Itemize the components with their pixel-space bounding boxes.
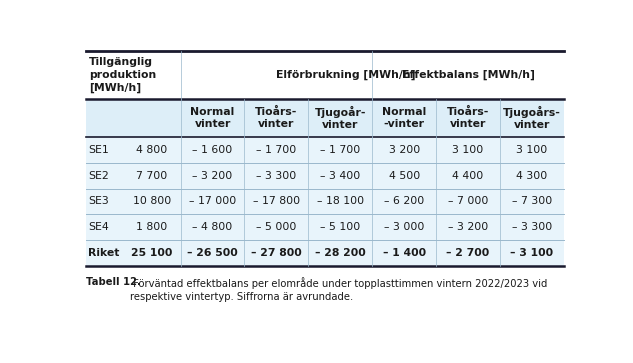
Text: – 26 500: – 26 500 [187,248,238,258]
Bar [87,189,564,214]
Text: – 3 300: – 3 300 [256,171,296,181]
Text: – 17 000: – 17 000 [189,196,236,207]
Text: SE1: SE1 [89,145,110,155]
Text: SE2: SE2 [89,171,110,181]
Text: 3 200: 3 200 [389,145,420,155]
Bar [87,50,564,99]
Text: – 1 700: – 1 700 [320,145,360,155]
Text: Normal
-vinter: Normal -vinter [382,107,426,129]
Text: – 4 800: – 4 800 [192,222,233,232]
Text: Tillgänglig
produktion
[MWh/h]: Tillgänglig produktion [MWh/h] [89,57,156,93]
Text: – 3 100: – 3 100 [510,248,553,258]
Text: – 3 200: – 3 200 [448,222,488,232]
Text: – 17 800: – 17 800 [253,196,300,207]
Text: – 27 800: – 27 800 [251,248,302,258]
Text: SE4: SE4 [89,222,110,232]
Text: Tabell 12.: Tabell 12. [87,277,141,287]
Bar [87,99,564,137]
Text: – 18 100: – 18 100 [316,196,364,207]
Bar [87,240,564,266]
Text: 10 800: 10 800 [133,196,171,207]
Bar [87,163,564,189]
Text: – 1 600: – 1 600 [192,145,233,155]
Text: – 3 200: – 3 200 [192,171,233,181]
Text: – 28 200: – 28 200 [315,248,366,258]
Text: – 7 300: – 7 300 [511,196,552,207]
Text: Tioårs-
vinter: Tioårs- vinter [447,107,489,129]
Text: Riket: Riket [89,248,120,258]
Text: Förväntad effektbalans per elområde under topplasttimmen vintern 2022/2023 vid
r: Förväntad effektbalans per elområde unde… [130,277,547,302]
Text: 4 300: 4 300 [517,171,548,181]
Text: – 3 400: – 3 400 [320,171,360,181]
Text: – 7 000: – 7 000 [448,196,488,207]
Bar [87,137,564,163]
Text: 3 100: 3 100 [453,145,484,155]
Text: 4 400: 4 400 [453,171,484,181]
Bar [87,214,564,240]
Text: – 3 300: – 3 300 [511,222,552,232]
Text: – 1 700: – 1 700 [256,145,296,155]
Text: Effektbalans [MWh/h]: Effektbalans [MWh/h] [401,70,534,80]
Text: – 5 000: – 5 000 [256,222,297,232]
Text: – 6 200: – 6 200 [384,196,424,207]
Text: 25 100: 25 100 [131,248,173,258]
Text: SE3: SE3 [89,196,110,207]
Text: Tjugoårs-
vinter: Tjugoårs- vinter [503,106,561,130]
Text: 7 700: 7 700 [136,171,168,181]
Text: 3 100: 3 100 [517,145,548,155]
Text: – 1 400: – 1 400 [382,248,426,258]
Text: Tioårs-
vinter: Tioårs- vinter [255,107,298,129]
Text: – 2 700: – 2 700 [446,248,490,258]
Text: – 3 000: – 3 000 [384,222,424,232]
Text: – 5 100: – 5 100 [320,222,360,232]
Text: 4 500: 4 500 [389,171,420,181]
Text: Normal
vinter: Normal vinter [191,107,235,129]
Text: Tjugoår-
vinter: Tjugoår- vinter [315,106,366,130]
Text: 1 800: 1 800 [136,222,168,232]
Text: Elförbrukning [MWh/h]: Elförbrukning [MWh/h] [277,70,416,80]
Text: 4 800: 4 800 [136,145,168,155]
